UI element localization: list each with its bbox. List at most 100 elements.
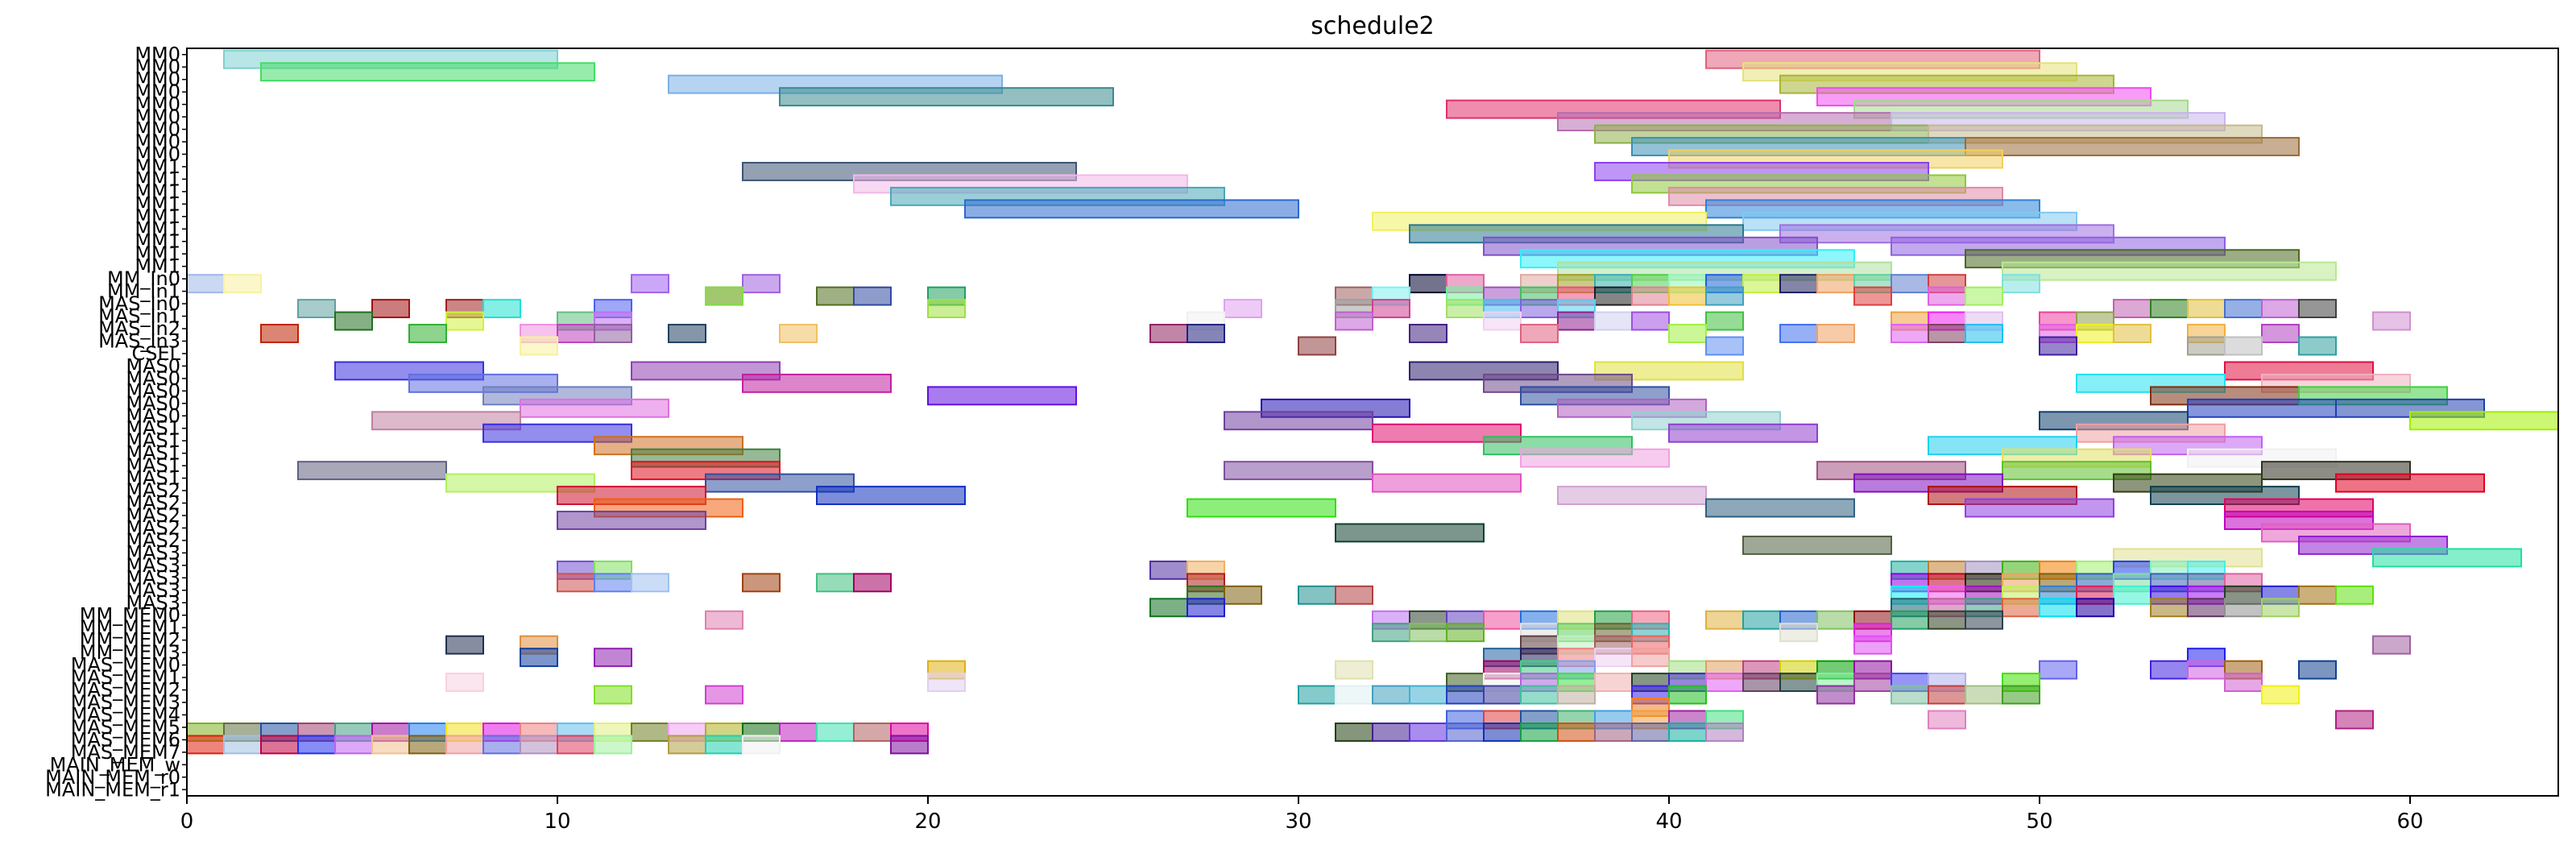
- task-bar: [2187, 598, 2226, 618]
- task-bar: [742, 573, 781, 593]
- task-bar: [1335, 722, 1373, 742]
- x-tick-label: 30: [1285, 810, 1311, 834]
- task-bar: [297, 461, 447, 481]
- task-bar: [2224, 336, 2263, 356]
- task-bar: [779, 324, 818, 343]
- task-bar: [2150, 299, 2189, 319]
- task-bar: [2002, 261, 2337, 281]
- task-bar: [1224, 585, 1262, 605]
- task-bar: [2372, 635, 2411, 655]
- row-label: MAS2: [126, 516, 180, 539]
- task-bar: [1891, 324, 1929, 343]
- task-bar: [445, 635, 484, 655]
- task-bar: [2039, 598, 2077, 618]
- task-bar: [1631, 286, 1670, 306]
- row-label: MAS1: [126, 467, 180, 490]
- row-label: MM1: [135, 180, 180, 203]
- row-label: MM0: [135, 93, 180, 116]
- task-bar: [594, 735, 632, 755]
- task-bar: [927, 386, 1077, 406]
- task-bar: [1520, 299, 1559, 319]
- task-bar: [1779, 673, 1818, 693]
- task-bar: [408, 324, 447, 343]
- task-bar: [779, 722, 818, 742]
- row-label: MM0: [135, 81, 180, 103]
- task-bar: [1594, 648, 1633, 668]
- task-bar: [1705, 722, 1744, 742]
- row-label: MM0: [135, 106, 180, 128]
- row-label: MM1: [135, 242, 180, 265]
- task-bar: [1335, 311, 1373, 331]
- row-label: MM_MEM3: [80, 641, 180, 664]
- task-bar: [779, 87, 1114, 107]
- row-label: MAS2: [126, 529, 180, 552]
- row-label: MAS_In0: [98, 292, 180, 315]
- task-bar: [408, 735, 447, 755]
- row-labels: MM0MM0MM0MM0MM0MM0MM0MM0MM0MM1MM1MM1MM1M…: [45, 43, 187, 801]
- task-bar: [520, 648, 558, 668]
- task-bar: [1298, 685, 1336, 705]
- task-bar: [1372, 473, 1522, 493]
- task-bar: [2298, 299, 2337, 319]
- task-bar: [1520, 685, 1559, 705]
- task-bar: [1631, 311, 1670, 331]
- row-label: MM_MEM0: [80, 604, 180, 627]
- task-bar: [297, 735, 336, 755]
- row-label: MM_In0: [107, 267, 180, 290]
- task-bar: [1335, 585, 1373, 605]
- x-tick-label: 20: [914, 810, 941, 834]
- task-bar: [1298, 585, 1336, 605]
- row-label: MAS0: [126, 392, 180, 415]
- row-label: MM_MEM1: [80, 616, 180, 639]
- task-bar: [2224, 598, 2263, 618]
- task-bar: [1965, 324, 2003, 343]
- task-bar: [1557, 311, 1596, 331]
- task-bar: [1298, 336, 1336, 356]
- task-bar: [1594, 311, 1633, 331]
- task-bar: [594, 573, 632, 593]
- task-bar: [1224, 411, 1373, 431]
- task-bar: [1557, 722, 1596, 742]
- row-label: MM0: [135, 56, 180, 78]
- row-label: MAIN_MEM_w: [50, 753, 180, 776]
- task-bar: [2076, 324, 2114, 343]
- task-bar: [520, 336, 558, 356]
- row-label: MAS_In2: [98, 317, 180, 340]
- task-bar: [2261, 685, 2300, 705]
- task-bar: [1409, 722, 1447, 742]
- task-bar: [1668, 423, 1818, 443]
- row-label: MAS1: [126, 417, 180, 440]
- task-bar: [1853, 635, 1892, 655]
- task-bar: [223, 274, 262, 294]
- task-bar: [1965, 685, 2003, 705]
- row-label: MAS_MEM7: [71, 741, 180, 764]
- task-bar: [2150, 660, 2189, 680]
- row-label: MM0: [135, 143, 180, 165]
- task-bar: [1187, 598, 1225, 618]
- row-label: MM_MEM2: [80, 629, 180, 652]
- task-bar: [594, 324, 632, 343]
- row-label: MM0: [135, 118, 180, 141]
- task-bar: [1149, 324, 1188, 343]
- task-bar: [927, 673, 966, 693]
- task-bar: [2261, 299, 2300, 319]
- task-bar: [1149, 560, 1188, 580]
- task-bar: [2187, 299, 2226, 319]
- task-bar: [2409, 411, 2559, 431]
- x-tick-label: 60: [2396, 810, 2423, 834]
- task-bar: [1335, 523, 1485, 543]
- task-bar: [2150, 598, 2189, 618]
- task-bar: [2298, 336, 2337, 356]
- task-bar: [1891, 274, 1929, 294]
- task-bar: [186, 274, 225, 294]
- task-bar: [520, 398, 669, 418]
- task-bar: [631, 722, 669, 742]
- task-bars: [186, 49, 2559, 755]
- task-bar: [1965, 498, 2114, 518]
- task-bar: [1335, 660, 1373, 680]
- task-bar: [520, 735, 558, 755]
- task-bar: [2335, 710, 2374, 730]
- task-bar: [445, 673, 484, 693]
